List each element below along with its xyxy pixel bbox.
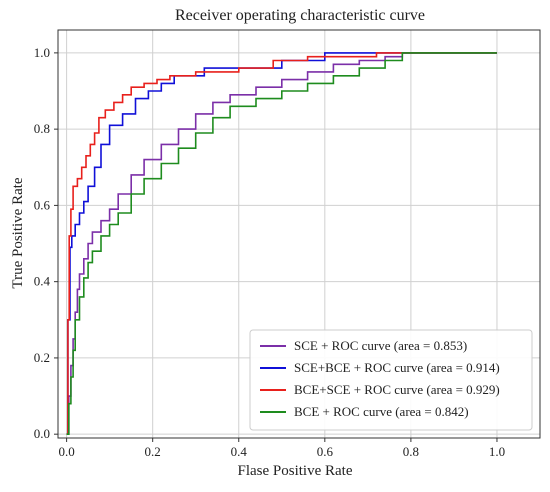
y-tick-label: 0.6 [34,197,51,212]
series-line-4 [66,52,497,436]
x-tick-label: 1.0 [489,444,505,459]
series-line-1 [66,52,497,436]
legend-entry-label: SCE+BCE + ROC curve (area = 0.914) [294,360,500,375]
y-axis-label: True Positive Rate [10,177,26,288]
x-ticks: 0.0 0.2 0.4 0.6 0.8 1.0 [58,438,505,459]
legend-entry-label: BCE + ROC curve (area = 0.842) [294,404,469,419]
grid [58,30,540,438]
y-tick-label: 1.0 [34,45,50,60]
x-tick-label: 0.2 [145,444,161,459]
legend: SCE + ROC curve (area = 0.853) SCE+BCE + … [249,329,533,431]
series-lines [66,52,497,436]
legend-entry-label: BCE+SCE + ROC curve (area = 0.929) [294,382,500,397]
legend-box [249,329,533,431]
x-axis-label: Flase Positive Rate [238,463,353,479]
x-tick-label: 0.0 [58,444,74,459]
plot-frame [57,29,541,439]
y-tick-label: 0.8 [34,121,50,136]
x-tick-label: 0.8 [403,444,419,459]
series-line-3 [66,52,497,436]
x-tick-label: 0.4 [231,444,248,459]
y-ticks: 0.0 0.2 0.4 0.6 0.8 1.0 [34,45,58,441]
series-line-2 [66,52,497,436]
y-tick-label: 0.2 [34,350,50,365]
legend-entry-label: SCE + ROC curve (area = 0.853) [294,338,467,353]
x-tick-label: 0.6 [317,444,334,459]
chart-title: Receiver operating characteristic curve [175,7,425,24]
y-tick-label: 0.4 [34,274,51,289]
y-tick-label: 0.0 [34,426,50,441]
